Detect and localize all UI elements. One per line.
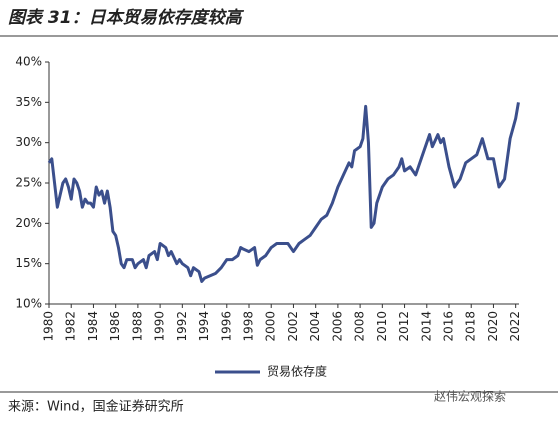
x-tick-label: 2018 — [464, 311, 478, 342]
x-tick-label: 1986 — [108, 311, 122, 342]
x-tick-label: 2002 — [286, 311, 300, 342]
x-tick-label: 1998 — [242, 311, 256, 342]
chart-title: 图表 31：日本贸易依存度较高 — [8, 8, 245, 28]
x-tick-label: 1980 — [42, 311, 56, 342]
x-tick-label: 2004 — [308, 311, 322, 342]
x-tick-label: 2000 — [264, 311, 278, 342]
x-tick-label: 1994 — [197, 311, 211, 342]
y-tick-label: 35% — [15, 95, 42, 109]
x-tick-label: 2016 — [442, 311, 456, 342]
y-tick-label: 20% — [15, 216, 42, 230]
y-tick-label: 30% — [15, 135, 42, 149]
watermark: 赵伟宏观探索 — [434, 389, 506, 404]
x-tick-label: 1990 — [153, 311, 167, 342]
x-tick-label: 2014 — [419, 311, 433, 342]
y-tick-label: 40% — [15, 55, 42, 69]
x-tick-label: 1996 — [219, 311, 233, 342]
x-tick-label: 2010 — [375, 311, 389, 342]
x-tick-label: 2022 — [508, 311, 522, 342]
y-tick-label: 15% — [15, 256, 42, 270]
data-line — [47, 102, 520, 283]
y-tick-label: 10% — [15, 297, 42, 311]
x-tick-label: 1984 — [86, 311, 100, 342]
x-tick-label: 2008 — [353, 311, 367, 342]
x-tick-label: 1988 — [130, 311, 144, 342]
x-tick-label: 2012 — [397, 311, 411, 342]
x-tick-label: 2006 — [330, 311, 344, 342]
x-tick-label: 2020 — [486, 311, 500, 342]
legend-label: 贸易依存度 — [267, 364, 327, 379]
x-tick-label: 1992 — [175, 311, 189, 342]
x-tick-label: 1982 — [64, 311, 78, 342]
source: 来源：Wind，国金证券研究所 — [8, 399, 184, 415]
y-tick-label: 25% — [15, 176, 42, 190]
